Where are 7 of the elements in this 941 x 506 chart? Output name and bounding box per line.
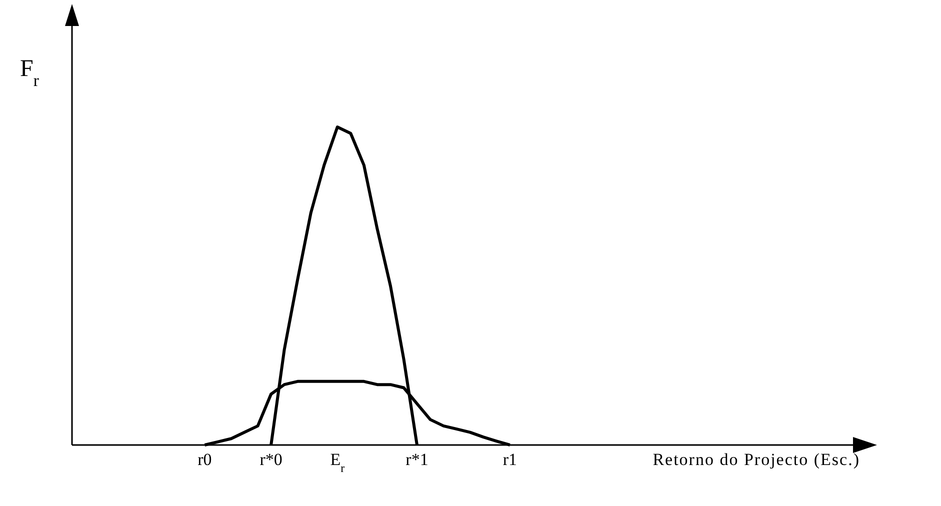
x-tick-label: r1	[502, 450, 517, 469]
x-tick-label: E$_{r}$	[330, 450, 345, 475]
x-tick-label: r*0	[260, 450, 282, 469]
x-axis-title: Retorno do Projecto (Esc.)	[652, 450, 860, 469]
x-tick-label: r0	[198, 450, 212, 469]
y-axis-title: F$_{r}$	[20, 56, 40, 90]
x-tick-label: r*1	[406, 450, 428, 469]
